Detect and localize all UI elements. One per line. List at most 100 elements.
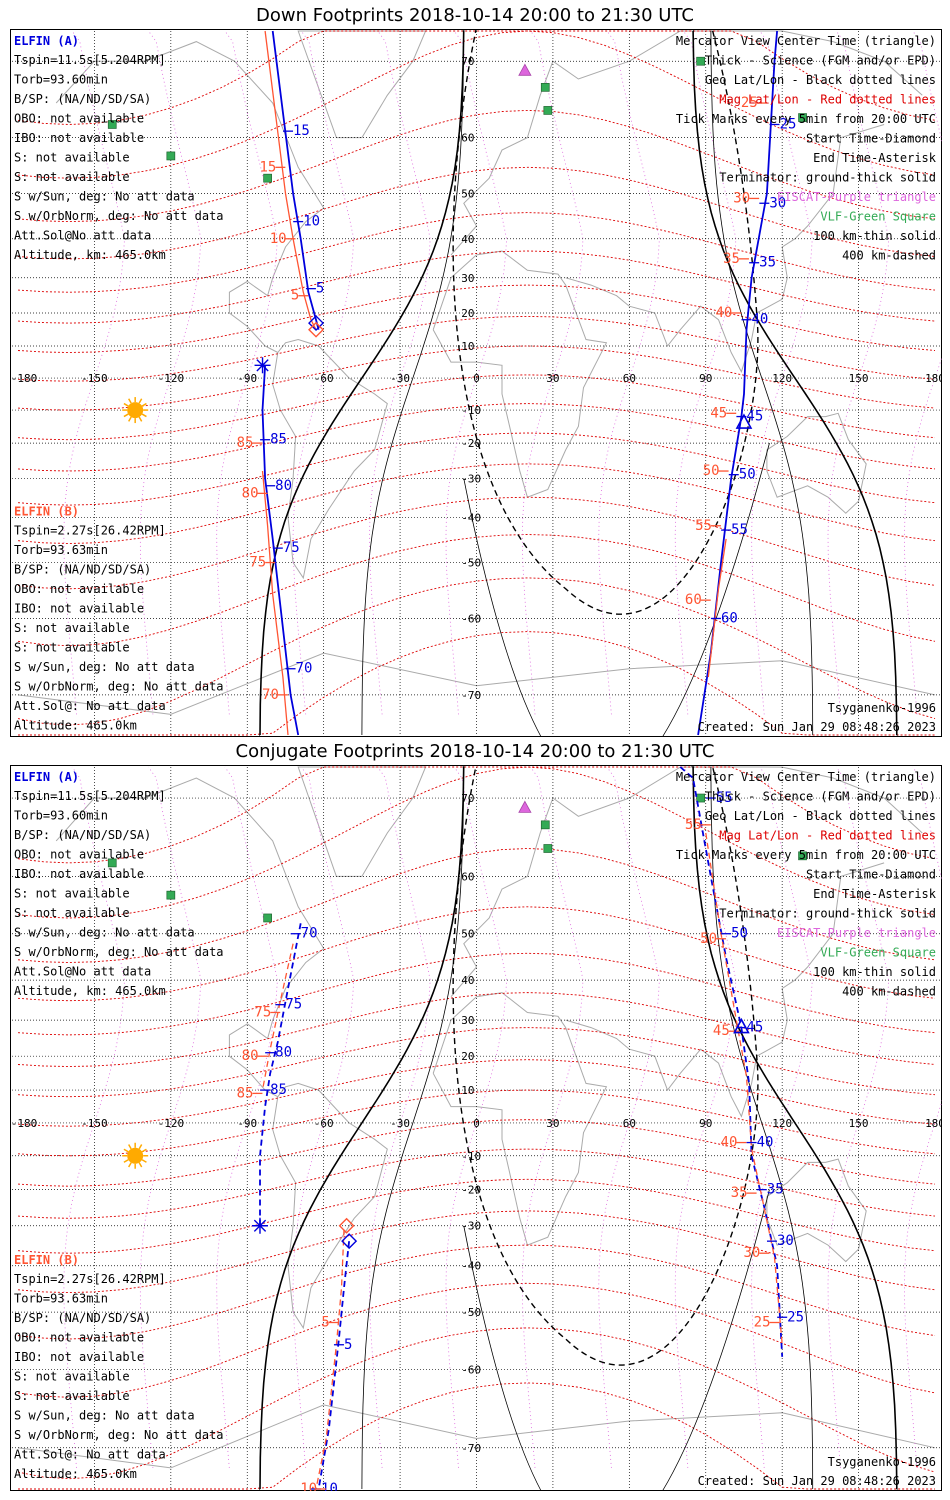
elfin-a-info-line: B/SP: (NA/ND/SD/SA) xyxy=(14,828,151,842)
time-tick-label: 75 xyxy=(254,1004,271,1020)
coastline xyxy=(766,1158,867,1263)
vlf-square xyxy=(540,83,550,92)
start-diamond xyxy=(341,1233,358,1250)
time-tick-label: 40 xyxy=(715,305,732,321)
elfin-b-info-line: Tspin=2.27s[26.42RPM] xyxy=(14,1272,166,1286)
elfin-b-label: ELFIN (B) xyxy=(14,1253,79,1267)
time-tick-label: 5 xyxy=(316,281,324,297)
time-tick-label: 40 xyxy=(721,1135,738,1151)
elfin-b-info-line: OBO: not available xyxy=(14,582,144,596)
terminator-100km-south xyxy=(463,1189,770,1491)
time-tick-label: 60 xyxy=(685,592,702,608)
terminator-west xyxy=(259,766,465,1490)
mag-parallel xyxy=(17,1089,936,1157)
time-tick-label: 50 xyxy=(700,931,717,947)
time-tick-label: 5 xyxy=(344,1337,352,1353)
sun-ray xyxy=(128,1144,132,1150)
time-tick-label: 70 xyxy=(296,661,313,677)
coastline xyxy=(450,766,923,998)
time-tick-label: 10 xyxy=(321,1481,338,1491)
time-tick-label: 10 xyxy=(303,214,320,230)
lat-tick-label: 50 xyxy=(461,928,474,941)
mag-parallel xyxy=(17,496,936,590)
legend-line: EISCAT-Purple triangle xyxy=(777,926,936,940)
time-tick-label: 85 xyxy=(237,1085,254,1101)
end-asterisk xyxy=(254,357,271,374)
elfin-b-info-line: S: not available xyxy=(14,1369,130,1383)
sun-ray xyxy=(138,416,143,422)
time-tick-label: 15 xyxy=(293,123,310,139)
mag-parallel xyxy=(17,952,936,1036)
vlf-square xyxy=(263,173,272,183)
lon-tick-label: 30 xyxy=(546,372,559,385)
time-tick-label: 75 xyxy=(285,997,302,1013)
time-tick-label: 70 xyxy=(262,687,279,703)
lat-tick-label: 60 xyxy=(461,870,474,883)
center-time-triangle xyxy=(735,413,753,429)
lat-tick-label: -60 xyxy=(461,1363,481,1376)
lon-tick-label: 60 xyxy=(623,1117,636,1130)
elfin-a-info-line: OBO: not available xyxy=(14,848,144,862)
lat-tick-label: 50 xyxy=(461,188,474,201)
vlf-square xyxy=(166,890,176,900)
mag-parallel xyxy=(17,906,936,1002)
elfin-a-info-line: Altitude, km: 465.0km xyxy=(14,248,166,262)
elfin-b-info-line: S w/Sun, deg: No att data xyxy=(14,1408,195,1422)
elfin-b-info-line: Att.Sol@: No att data xyxy=(14,1447,166,1461)
mag-parallel xyxy=(17,345,936,411)
time-tick-label: 80 xyxy=(275,1045,292,1061)
terminator-400km-dashed xyxy=(452,29,759,615)
created-timestamp: Created: Sun Jan 29 08:48:26 2023 xyxy=(698,1474,936,1488)
sun-ray xyxy=(138,1162,143,1168)
lon-tick-label: -90 xyxy=(237,372,257,385)
time-tick-label: 30 xyxy=(743,1245,760,1261)
vlf-square xyxy=(798,851,807,861)
mag-parallel xyxy=(17,315,936,382)
mag-meridian xyxy=(445,766,508,1468)
time-tick-label: 45 xyxy=(710,405,727,421)
end-asterisk xyxy=(251,1217,268,1234)
terminator-east xyxy=(692,30,898,736)
sun-ray xyxy=(141,413,147,418)
vlf-square xyxy=(107,858,117,868)
time-tick-label: 35 xyxy=(759,255,776,271)
elfin-b-info-line: Torb=93.63min xyxy=(14,1291,108,1305)
eiscat-triangle xyxy=(518,63,532,76)
elfin-b-info-line: S: not available xyxy=(14,621,130,635)
track-elfin-a xyxy=(317,1241,350,1490)
sun-ray xyxy=(138,398,143,404)
mag-meridian xyxy=(369,766,431,1468)
lat-tick-label: 40 xyxy=(461,974,474,987)
lat-tick-label: 40 xyxy=(461,233,474,246)
sun-ray xyxy=(141,402,147,407)
lon-tick-label: -150 xyxy=(81,372,108,385)
mag-parallel xyxy=(17,992,936,1067)
mag-parallel xyxy=(17,1244,936,1340)
vlf-square xyxy=(540,820,550,830)
lat-tick-label: 20 xyxy=(461,1050,474,1063)
mag-parallel xyxy=(17,250,936,324)
track-elfin-b xyxy=(707,538,727,678)
elfin-b-label: ELFIN (B) xyxy=(14,504,79,518)
sun-ray xyxy=(128,398,132,404)
mag-parallel xyxy=(17,534,936,647)
sun-icon xyxy=(122,1142,149,1169)
mag-parallel xyxy=(17,1059,936,1127)
sun-ray xyxy=(141,1148,147,1153)
lon-tick-label: 90 xyxy=(699,372,712,385)
lon-tick-label: 120 xyxy=(772,372,792,385)
time-tick-label: 35 xyxy=(723,251,740,267)
mag-meridians xyxy=(63,766,942,1468)
lat-tick-label: -10 xyxy=(461,404,481,417)
terminator-east xyxy=(691,766,898,1490)
time-tick-label: 25 xyxy=(780,116,797,132)
terminator-west xyxy=(259,30,465,736)
time-tick-label: 10 xyxy=(300,1481,317,1491)
time-tick-label: 10 xyxy=(270,231,287,247)
track-elfin-a xyxy=(271,30,320,330)
lon-tick-label: 0 xyxy=(473,1117,480,1130)
elfin-b-info-line: S: not available xyxy=(14,1389,130,1403)
lon-tick-label: -150 xyxy=(81,1117,108,1130)
lon-tick-label: 60 xyxy=(623,372,636,385)
asterisk-stroke xyxy=(253,1219,267,1232)
